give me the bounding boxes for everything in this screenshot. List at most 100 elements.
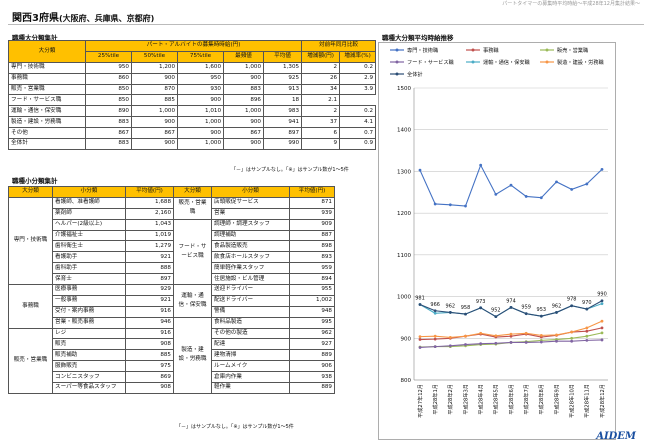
data-point	[464, 334, 467, 338]
minor-right-body: 販売・営業職 店頭販促サービス 871 営業 939 フード・サービス職 調理師・調理スタッ…	[173, 196, 335, 394]
table-row: 全体計 883 900 1,000 900 990 9 0.9	[8, 138, 377, 150]
table-cell: 9	[301, 138, 341, 150]
table-row: 専門・技術職 看護師、准看護師 1,688	[8, 196, 174, 286]
minor-item-label: 服飾販売	[52, 360, 126, 373]
legend-marker	[395, 72, 399, 76]
data-point	[555, 311, 558, 314]
legend-marker	[471, 48, 475, 52]
data-point	[448, 311, 452, 314]
data-point	[600, 302, 604, 306]
minor-section-title: 職種小分類集計	[12, 177, 58, 185]
data-point	[479, 306, 483, 310]
table-cell: 2.1	[301, 94, 341, 107]
major-subheader-3: 最頻値	[223, 50, 264, 63]
group-label: 製造・建設・労務職	[173, 316, 212, 394]
minor-item-label: 食料品製造	[211, 316, 290, 329]
table-row: 軽作業 889	[174, 382, 335, 394]
minor-item-value: 975	[125, 360, 174, 373]
chart-title: 職種大分類平均時給推移	[382, 34, 454, 42]
table-row: 運輸・通信・保安職 送迎ドライバー 955	[173, 284, 335, 318]
minor-right-h-avg: 平均値(円)	[289, 186, 335, 198]
minor-item-label: 販売補助	[52, 349, 126, 362]
minor-item-label: 介護福祉士	[52, 229, 126, 242]
minor-item-label: 軽作業	[211, 382, 290, 394]
data-point	[585, 326, 589, 330]
major-note: 「－」はサンプルなし。「※」はサンプル数が1～5件	[231, 167, 349, 173]
data-point	[539, 333, 543, 337]
table-cell: 930	[177, 83, 224, 96]
table-cell: 950	[85, 61, 132, 74]
legend-label: 全体計	[407, 70, 423, 78]
data-point	[433, 311, 437, 315]
minor-left-body: 専門・技術職 看護師、准看護師 1,688 薬剤師 2,160 ヘルパー(2級以上) 1,0…	[8, 196, 174, 394]
data-point	[418, 338, 422, 341]
minor-item-value: 955	[289, 284, 335, 296]
data-point	[509, 332, 513, 336]
table-cell: 890	[85, 105, 132, 118]
x-tick-label: 平成28年7月	[522, 384, 530, 415]
data-point	[600, 299, 604, 303]
table-row: 販売・営業職 店頭販促サービス 871	[173, 196, 335, 220]
table-cell: 850	[85, 94, 132, 107]
title-main: 関西3府県	[12, 13, 59, 24]
data-label: 978	[567, 297, 577, 303]
table-cell: 925	[262, 72, 303, 85]
minor-item-label: スーパー等食品スタッフ	[52, 382, 126, 394]
data-point	[570, 339, 574, 343]
group-label: フード・サービス職	[173, 218, 212, 286]
group-label: 販売・営業職	[173, 196, 212, 220]
y-tick-label: 1000	[397, 295, 411, 301]
x-tick-label: 平成28年3月	[461, 384, 469, 415]
table-row: 販売・営業職 850 870 930 883 913 34 3.9	[8, 83, 377, 96]
data-label: 959	[521, 305, 531, 311]
minor-table-left: 大分類 小分類 平均値(円) 専門・技術職 看護師、准看護師 1,688 薬剤師 2,1…	[8, 186, 174, 394]
legend-label: 販売・営業職	[557, 46, 589, 54]
data-point	[509, 341, 513, 344]
data-point	[464, 312, 467, 316]
page-title: 関西3府県(大阪府、兵庫県、京都府)	[12, 9, 154, 24]
minor-table-right: 大分類 小分類 平均値(円) 販売・営業職 店頭販促サービス 871 営業 939 フード…	[173, 186, 335, 394]
minor-item-value: 959	[289, 262, 335, 275]
table-cell: 2	[301, 61, 341, 74]
data-point	[479, 342, 483, 346]
table-cell: 990	[262, 138, 303, 150]
x-tick-label: 平成28年8月	[537, 384, 545, 415]
table-cell: 897	[262, 127, 303, 140]
table-cell: 6	[301, 127, 341, 140]
minor-item-label: 歯科助手	[52, 262, 126, 275]
x-tick-label: 平成28年10月	[567, 384, 575, 418]
minor-left-h-avg: 平均値(円)	[125, 186, 174, 198]
table-cell: 1,600	[177, 61, 224, 74]
group-label: 運輸・通信・保安職	[173, 284, 212, 318]
minor-item-label: 歯科衛生士	[52, 240, 126, 253]
data-label: 966	[430, 302, 440, 308]
minor-item-value: 893	[289, 251, 335, 264]
legend-marker	[395, 48, 399, 52]
y-tick-label: 1400	[397, 128, 411, 134]
data-point	[524, 195, 528, 198]
minor-note: 「－」はサンプルなし。「※」はサンプル数が1～5件	[176, 424, 294, 430]
table-cell: 1,000	[223, 105, 264, 118]
minor-item-label: 販売	[52, 338, 126, 351]
minor-item-label: その他の製造	[211, 327, 290, 340]
table-cell: 883	[223, 83, 264, 96]
chart-area: 専門・技術職 事務職 販売・営業職 フード・サービス職 運輸・通信・保安職 製造・建設・労…	[378, 42, 616, 440]
major-body: 専門・技術職 950 1,200 1,600 1,000 1,305 2 0.2 事務職 860 9…	[8, 61, 377, 150]
y-tick-label: 1100	[397, 253, 411, 259]
table-cell: 900	[177, 127, 224, 140]
table-cell: 941	[262, 116, 303, 129]
legend-marker	[471, 60, 475, 64]
data-point	[494, 341, 498, 345]
x-tick-label: 平成27年12月	[416, 384, 424, 418]
table-cell: 850	[85, 83, 132, 96]
table-cell: 867	[223, 127, 264, 140]
table-cell: 900	[223, 72, 264, 85]
data-point	[585, 334, 589, 338]
table-cell: 867	[85, 127, 132, 140]
data-point	[433, 337, 437, 341]
x-tick-label: 平成28年4月	[476, 384, 484, 415]
data-point	[464, 204, 467, 208]
minor-right-h-major: 大分類	[173, 186, 212, 198]
legend-label: 事務職	[483, 46, 499, 54]
